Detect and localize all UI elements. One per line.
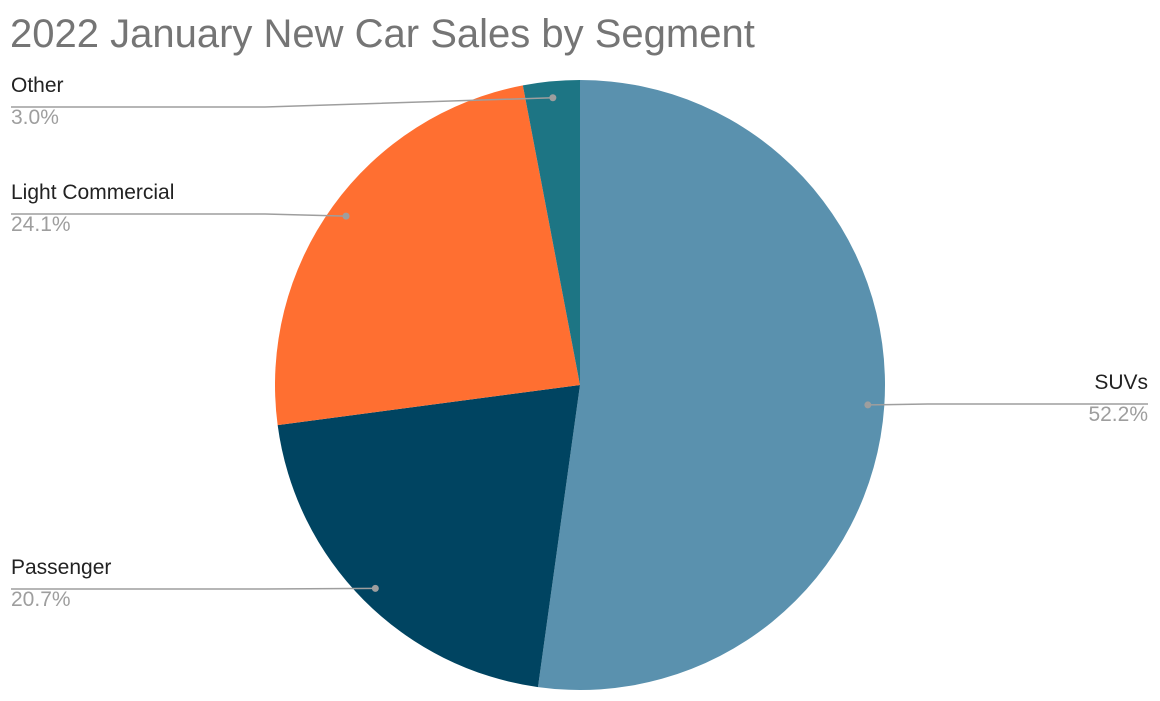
pie-slice-light-commercial xyxy=(275,85,580,426)
leader-line-other xyxy=(11,97,553,108)
slice-label-other: Other xyxy=(11,74,64,97)
slice-value-suvs: 52.2% xyxy=(1088,403,1148,426)
slice-value-other: 3.0% xyxy=(11,106,59,129)
pie-slice-passenger xyxy=(277,385,580,688)
slice-label-passenger: Passenger xyxy=(11,556,111,579)
leader-line-light-commercial xyxy=(11,213,347,217)
slice-value-light-commercial: 24.1% xyxy=(11,213,71,236)
slice-labels: SUVs 52.2% Passenger 20.7% Light Commercial 2… xyxy=(11,74,1148,611)
slice-value-passenger: 20.7% xyxy=(11,588,71,611)
pie-slice-other xyxy=(522,80,580,385)
slice-label-suvs: SUVs xyxy=(1094,371,1148,394)
chart-title: 2022 January New Car Sales by Segment xyxy=(10,12,755,56)
leader-line-suvs xyxy=(867,403,1148,406)
leader-line-passenger xyxy=(11,587,376,590)
slice-label-light-commercial: Light Commercial xyxy=(11,181,174,204)
pie-slice-suvs xyxy=(537,80,885,690)
leader-lines xyxy=(11,94,1148,592)
pie-slices xyxy=(275,80,885,690)
